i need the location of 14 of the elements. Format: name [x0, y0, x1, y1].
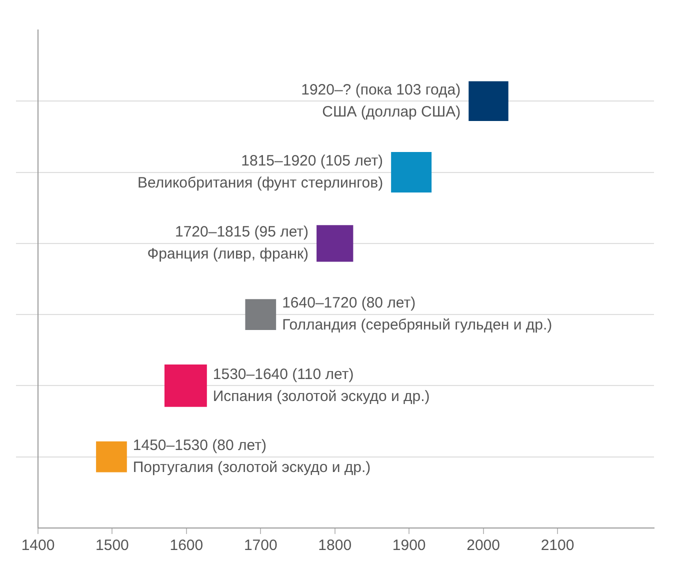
x-tick-label: 1600 [170, 537, 204, 554]
annotation: 1720–1815 (95 лет) Франция (ливр, франк) [147, 224, 309, 263]
annotation: 1530–1640 (110 лет) Испания (золотой эскудо и др.) [212, 366, 430, 405]
annotation: 1640–1720 (80 лет) Голландия (серебряный гульден и др.) [282, 294, 552, 334]
x-tick-label: 2100 [540, 537, 574, 554]
x-tick-label: 1700 [244, 537, 278, 554]
x-tick-label: 1900 [392, 537, 426, 554]
x-tick-label: 1500 [96, 537, 129, 554]
annotation: 1920–? (пока 103 года) США (доллар США) [301, 81, 461, 120]
x-tick-label: 1400 [21, 537, 55, 554]
annotation: 1815–1920 (105 лет) Великобритания (фунт стерлингов) [137, 152, 384, 192]
x-tick-label: 1800 [318, 537, 352, 554]
annotation: 1450–1530 (80 лет) Португалия (золотой эскудо и др.) [132, 437, 371, 476]
x-tick-label: 2000 [466, 537, 500, 554]
